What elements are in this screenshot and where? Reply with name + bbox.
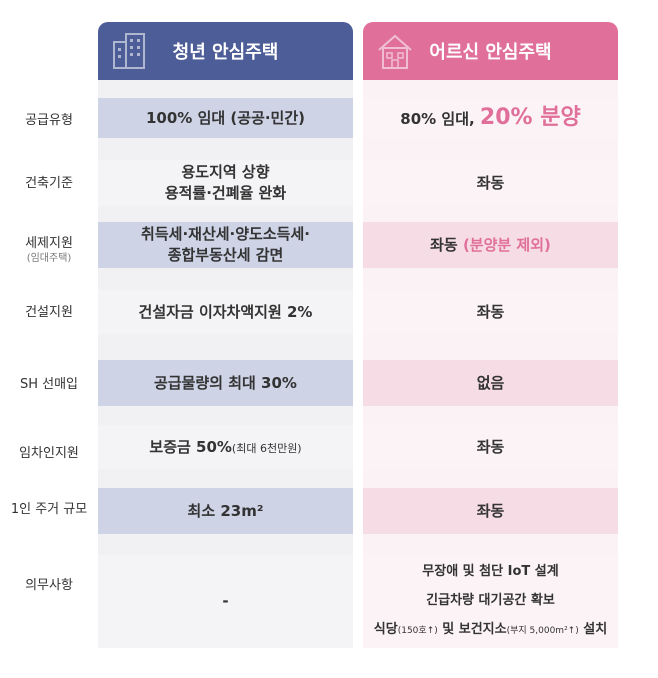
senior-tenant-support: 좌동: [363, 425, 618, 469]
senior-supply-type: 80% 임대, 20% 분양: [363, 98, 618, 138]
youth-supply-type: 100% 임대 (공공·민간): [98, 98, 353, 138]
senior-housing-title: 어르신 안심주택: [429, 42, 552, 63]
youth-unit-size: 최소 23m²: [98, 488, 353, 534]
row-label-sh-purchase: SH 선매입: [19, 377, 79, 392]
youth-housing-title: 청년 안심주택: [172, 42, 279, 63]
row-label-tenant-support: 임차인지원: [19, 446, 79, 461]
row-label-building-standard: 건축기준: [25, 176, 73, 191]
row-label-unit-size: 1인 주거 규모: [10, 502, 88, 517]
senior-unit-size: 좌동: [363, 488, 618, 534]
senior-obligations-line3: 식당(150호↑) 및 보건지소(부지 5,000m²↑) 설치: [373, 622, 608, 637]
youth-obligations: -: [98, 555, 353, 648]
row-label-tax-support: 세제지원 (임대주택): [25, 236, 73, 264]
senior-obligations: 무장애 및 첨단 IoT 설계 긴급차량 대기공간 확보 식당(150호↑) 및…: [363, 555, 618, 648]
building-icon: [113, 33, 145, 69]
row-label-supply-type: 공급유형: [25, 113, 73, 128]
senior-housing-header: 어르신 안심주택: [363, 22, 618, 80]
youth-building-standard: 용도지역 상향 용적률·건폐율 완화: [98, 160, 353, 206]
youth-tax-support: 취득세·재산세·양도소득세· 종합부동산세 감면: [98, 222, 353, 268]
youth-tenant-support: 보증금 50%(최대 6천만원): [98, 425, 353, 469]
youth-construction-support: 건설자금 이자차액지원 2%: [98, 290, 353, 334]
senior-construction-support: 좌동: [363, 290, 618, 334]
youth-housing-header: 청년 안심주택: [98, 22, 353, 80]
senior-tax-support: 좌동 (분양분 제외): [363, 222, 618, 268]
youth-sh-purchase: 공급물량의 최대 30%: [98, 360, 353, 406]
senior-building-standard: 좌동: [363, 160, 618, 206]
row-label-obligations: 의무사항: [25, 578, 73, 593]
row-label-construction-support: 건설지원: [25, 305, 73, 320]
senior-sh-purchase: 없음: [363, 360, 618, 406]
house-icon: [378, 34, 412, 69]
